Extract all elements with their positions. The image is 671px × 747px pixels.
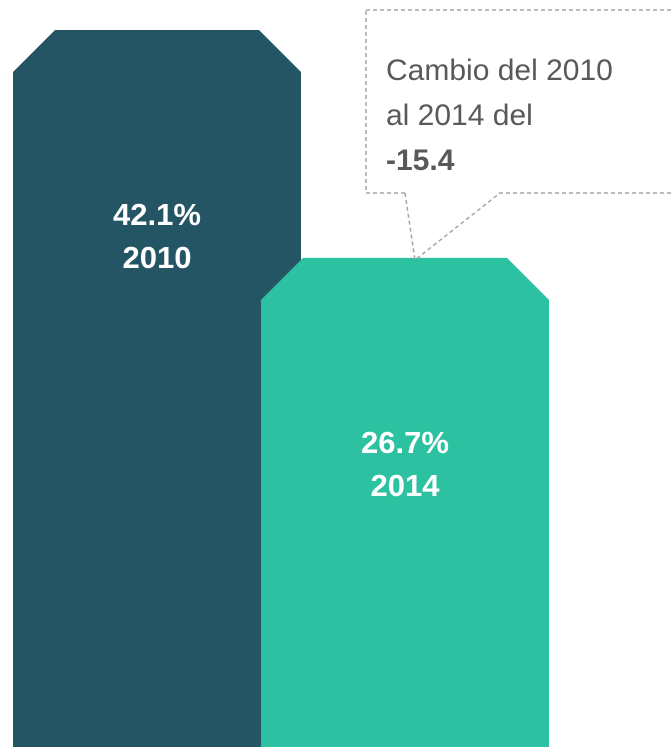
callout: Cambio del 2010 al 2014 del -15.4 xyxy=(365,9,671,262)
category-label: 2010 xyxy=(123,240,192,275)
callout-box xyxy=(365,9,671,194)
annotation-line: Cambio del 2010 xyxy=(386,54,613,87)
annotation-line: al 2014 del xyxy=(386,99,533,132)
callout-pointer xyxy=(404,192,501,262)
value-label: 42.1% xyxy=(113,197,201,232)
annotation-value: -15.4 xyxy=(386,144,455,177)
category-label: 2014 xyxy=(371,468,441,503)
value-label: 26.7% xyxy=(361,425,449,460)
bar xyxy=(261,257,549,747)
bar xyxy=(13,30,301,747)
bars: 42.1% 2010 26.7% 2014 xyxy=(13,30,549,747)
